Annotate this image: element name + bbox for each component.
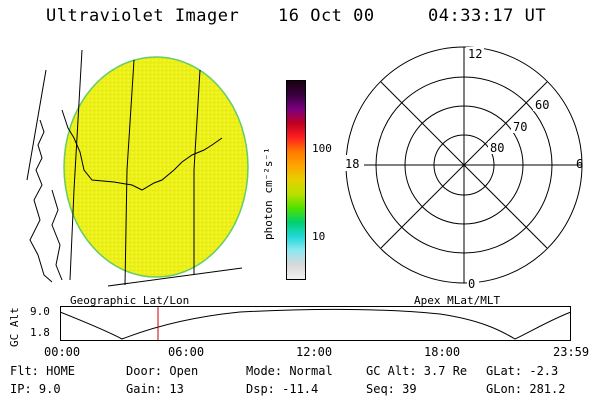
- apex-caption: Apex MLat/MLT: [414, 294, 501, 307]
- mode-status: Mode: Normal: [246, 364, 333, 378]
- meridian-line: [124, 59, 135, 286]
- glat-status: GLat: -2.3: [486, 364, 559, 378]
- mlt-label-6: 6: [576, 157, 583, 171]
- timeline-frame: [60, 306, 571, 341]
- colorbar-tick-100: 100: [312, 142, 332, 155]
- x-tick-0600: 06:00: [168, 345, 205, 359]
- y-tick-high: 9.0: [30, 305, 50, 318]
- colorbar-tick-10: 10: [312, 230, 326, 243]
- coastline: [51, 189, 63, 281]
- lat-label-80: 80: [490, 141, 504, 155]
- earth-disk: [63, 56, 249, 278]
- glon-status: GLon: 281.2: [486, 382, 566, 396]
- time-label: 04:33:17 UT: [428, 6, 547, 26]
- coastline: [29, 119, 53, 283]
- ip-status: IP: 9.0: [10, 382, 61, 396]
- colorbar-gradient: [286, 80, 306, 280]
- polar-diagonal: [380, 81, 548, 249]
- x-tick-2359: 23:59: [553, 345, 590, 359]
- gain-status: Gain: 13: [126, 382, 184, 396]
- parallel-line: [107, 267, 243, 287]
- gc-alt-axis-label: GC Alt: [8, 307, 21, 347]
- date-label: 16 Oct 00: [278, 6, 375, 26]
- mlt-label-0: 0: [468, 277, 475, 290]
- lat-label-70: 70: [513, 120, 527, 134]
- auroral-image-map: [26, 50, 249, 287]
- mlt-label-18: 18: [345, 157, 359, 171]
- instrument-title: Ultraviolet Imager: [46, 6, 240, 26]
- flight-status: Flt: HOME: [10, 364, 76, 378]
- y-tick-low: 1.8: [30, 326, 50, 339]
- polar-mlat-mlt-plot: 12 18 6 0 60 70 80: [342, 46, 583, 290]
- x-tick-1200: 12:00: [296, 345, 333, 359]
- meridian-line: [193, 69, 201, 275]
- mlt-label-12: 12: [468, 47, 482, 61]
- colorbar: [286, 80, 306, 280]
- altitude-curve: [60, 309, 572, 340]
- orbit-altitude-timeline: [60, 306, 572, 341]
- x-tick-0000: 00:00: [44, 345, 81, 359]
- coastline: [61, 109, 223, 191]
- colorbar-unit-label: photon cm⁻²s⁻¹: [262, 147, 275, 240]
- door-status: Door: Open: [126, 364, 199, 378]
- dsp-status: Dsp: -11.4: [246, 382, 319, 396]
- lat-label-60: 60: [535, 98, 549, 112]
- header: Ultraviolet Imager 16 Oct 00 04:33:17 UT: [0, 0, 600, 30]
- meridian-line: [26, 69, 47, 181]
- geographic-caption: Geographic Lat/Lon: [70, 294, 190, 307]
- gc-alt-status: GC Alt: 3.7 Re: [366, 364, 468, 378]
- x-tick-1800: 18:00: [424, 345, 461, 359]
- meridian-line: [69, 50, 83, 281]
- seq-status: Seq: 39: [366, 382, 417, 396]
